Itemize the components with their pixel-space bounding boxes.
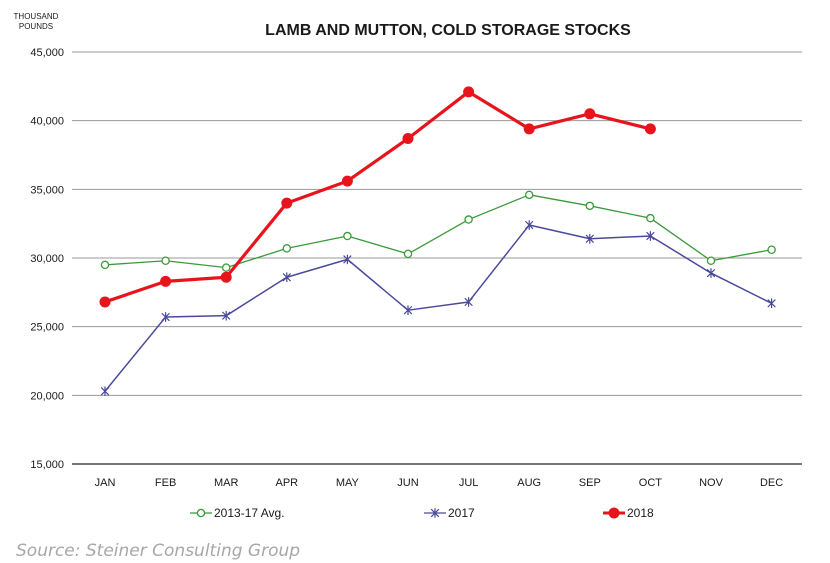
data-point [161, 312, 170, 322]
data-point [403, 305, 413, 315]
x-tick-label: JUL [459, 477, 479, 489]
y-tick-label: 30,000 [30, 253, 64, 265]
x-tick-label: OCT [639, 477, 663, 489]
series-line [104, 224, 772, 392]
y-tick-label: 15,000 [30, 459, 64, 471]
data-point [221, 310, 231, 321]
data-point [161, 256, 170, 265]
series-line [104, 90, 651, 304]
data-point [644, 123, 656, 135]
data-point [706, 268, 716, 278]
data-point [767, 298, 776, 309]
y-tick-label: 35,000 [30, 184, 64, 196]
data-point [767, 245, 776, 255]
data-point [221, 263, 231, 272]
data-point [646, 231, 655, 241]
legend-marker [430, 508, 440, 518]
x-tick-label: SEP [579, 477, 601, 489]
legend-item: 2013-17 Avg. [190, 506, 285, 520]
data-point [160, 275, 172, 287]
data-point [282, 272, 292, 283]
legend: 2013-17 Avg. 2017 2018 [190, 506, 654, 520]
data-point [343, 254, 352, 265]
data-point [585, 233, 595, 244]
x-tick-label: JAN [95, 477, 116, 489]
x-tick-label: NOV [699, 477, 724, 489]
data-point [99, 296, 111, 308]
legend-marker [608, 507, 620, 519]
x-tick-label: AUG [517, 477, 541, 489]
legend-item: 2017 [424, 506, 475, 520]
y-tick-label: 25,000 [30, 322, 64, 334]
data-point [282, 244, 292, 253]
gridlines [72, 51, 802, 465]
x-tick-label: MAY [336, 477, 360, 489]
y-axis-unit-label: THOUSAND POUNDS [14, 12, 59, 31]
series-group [99, 86, 776, 397]
y-axis-ticks: 15,000 20,000 25,000 30,000 35,000 40,000 45,0… [30, 47, 64, 471]
data-point [100, 260, 110, 270]
x-tick-label: FEB [155, 477, 176, 489]
data-point [523, 123, 535, 135]
data-point [524, 220, 534, 230]
data-point [524, 190, 534, 200]
data-point [585, 201, 595, 211]
series-3 [99, 86, 656, 308]
series-line [104, 194, 772, 269]
data-point [343, 231, 352, 241]
legend-label: 2017 [448, 506, 475, 520]
legend-item: 2018 [603, 506, 654, 520]
data-point [646, 213, 655, 223]
chart-title: LAMB AND MUTTON, COLD STORAGE STOCKS [265, 22, 631, 39]
data-point [584, 108, 596, 120]
data-point [403, 249, 413, 259]
source-note: Source: Steiner Consulting Group [16, 541, 300, 561]
legend-label: 2013-17 Avg. [214, 506, 285, 520]
x-tick-label: DEC [760, 477, 783, 489]
data-point [706, 256, 716, 265]
x-tick-label: MAR [214, 477, 239, 489]
y-tick-label: 20,000 [30, 390, 64, 402]
series-1 [100, 190, 776, 272]
data-point [402, 133, 414, 145]
data-point [281, 197, 293, 209]
x-tick-label: APR [275, 477, 298, 489]
data-point [220, 271, 232, 283]
series-2 [100, 220, 776, 397]
legend-marker [196, 508, 206, 518]
legend-label: 2018 [627, 506, 654, 520]
x-tick-label: JUN [397, 477, 418, 489]
data-point [464, 297, 473, 307]
data-point [341, 175, 353, 187]
data-point [463, 86, 475, 98]
data-point [464, 215, 473, 224]
y-tick-label: 40,000 [30, 116, 64, 128]
x-axis-ticks: JAN FEB MAR APR MAY JUN JUL AUG SEP OCT NOV DEC [95, 477, 784, 489]
y-tick-label: 45,000 [30, 47, 64, 59]
data-point [100, 386, 110, 397]
